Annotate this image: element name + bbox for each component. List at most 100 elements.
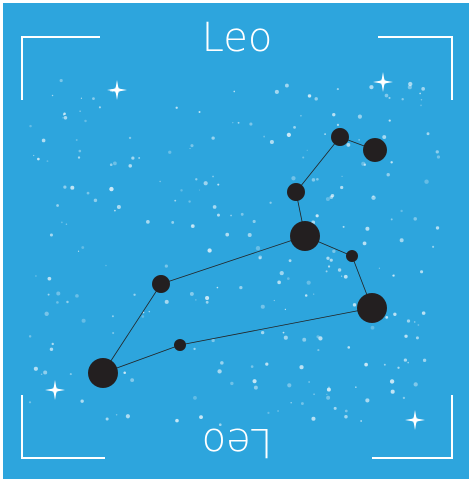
dot	[174, 199, 177, 202]
dot	[211, 136, 215, 140]
dot	[77, 250, 80, 252]
dot	[93, 198, 98, 203]
dot	[311, 178, 316, 182]
dot	[225, 232, 230, 237]
dot	[141, 315, 145, 318]
dot	[98, 106, 101, 109]
dot	[159, 180, 161, 183]
dot	[61, 221, 63, 224]
constellation-stars	[88, 128, 387, 388]
dot	[75, 294, 79, 298]
dot	[77, 156, 81, 159]
dot	[190, 224, 195, 228]
dot	[195, 299, 197, 301]
dot	[422, 358, 427, 362]
dot	[415, 336, 419, 340]
dot	[344, 414, 348, 419]
dot	[385, 315, 389, 319]
dot	[412, 417, 418, 423]
dot	[336, 88, 339, 91]
dot	[65, 223, 68, 225]
dot	[115, 414, 118, 416]
dot	[406, 319, 411, 323]
dot	[317, 349, 320, 352]
dot	[211, 338, 215, 343]
dot	[43, 370, 48, 375]
dot	[193, 347, 196, 351]
dot	[346, 143, 351, 147]
dot	[198, 110, 201, 113]
dot	[198, 189, 201, 191]
dot	[75, 139, 78, 142]
dot	[249, 122, 253, 126]
dot	[361, 161, 366, 166]
background	[3, 3, 469, 479]
dot	[218, 423, 222, 427]
dot	[403, 358, 407, 362]
dot	[388, 96, 391, 99]
dot	[413, 217, 417, 221]
dot	[28, 335, 32, 338]
dot	[285, 83, 289, 88]
dot	[384, 93, 389, 98]
dot	[435, 226, 440, 230]
dot	[364, 362, 368, 367]
dot	[128, 136, 132, 140]
dot	[63, 116, 68, 120]
dot	[189, 291, 194, 296]
dot	[404, 334, 408, 338]
dot	[358, 139, 360, 141]
dot	[300, 114, 302, 117]
dot	[401, 98, 404, 101]
dot	[253, 385, 258, 390]
dot	[378, 267, 380, 269]
star	[357, 293, 387, 323]
star	[174, 339, 186, 351]
corner	[21, 395, 105, 459]
dot	[171, 221, 175, 224]
dot	[279, 270, 284, 276]
dot	[413, 321, 416, 323]
mirrored-title: Leo	[202, 419, 273, 465]
dot	[326, 395, 331, 400]
dot	[370, 325, 375, 330]
dot	[203, 181, 208, 186]
dot	[51, 342, 54, 346]
dot	[408, 81, 413, 87]
dot	[383, 363, 386, 366]
dot	[390, 389, 395, 394]
dot	[230, 381, 234, 386]
dot	[217, 213, 220, 217]
dot	[212, 175, 214, 178]
dot	[69, 373, 72, 376]
dot	[81, 318, 86, 323]
dot	[63, 185, 67, 189]
star	[290, 221, 320, 251]
dot	[123, 371, 126, 375]
dot	[59, 78, 63, 83]
dot	[80, 97, 83, 99]
dot	[216, 286, 219, 289]
dot	[357, 114, 362, 119]
dot	[326, 256, 330, 260]
dot	[344, 409, 348, 413]
dot	[217, 369, 222, 374]
dot	[78, 149, 82, 153]
dot	[341, 175, 343, 178]
dot	[56, 301, 59, 304]
dot	[188, 200, 191, 203]
dot	[337, 268, 342, 272]
star	[287, 183, 305, 201]
dot	[288, 259, 292, 263]
dot	[386, 173, 390, 177]
dot	[399, 238, 404, 243]
dot	[283, 335, 288, 340]
dot	[113, 161, 117, 166]
sparkles	[45, 72, 425, 430]
dot	[56, 291, 61, 296]
dot	[240, 212, 244, 216]
dot	[233, 90, 236, 93]
dot	[133, 293, 136, 296]
dot	[390, 218, 393, 221]
